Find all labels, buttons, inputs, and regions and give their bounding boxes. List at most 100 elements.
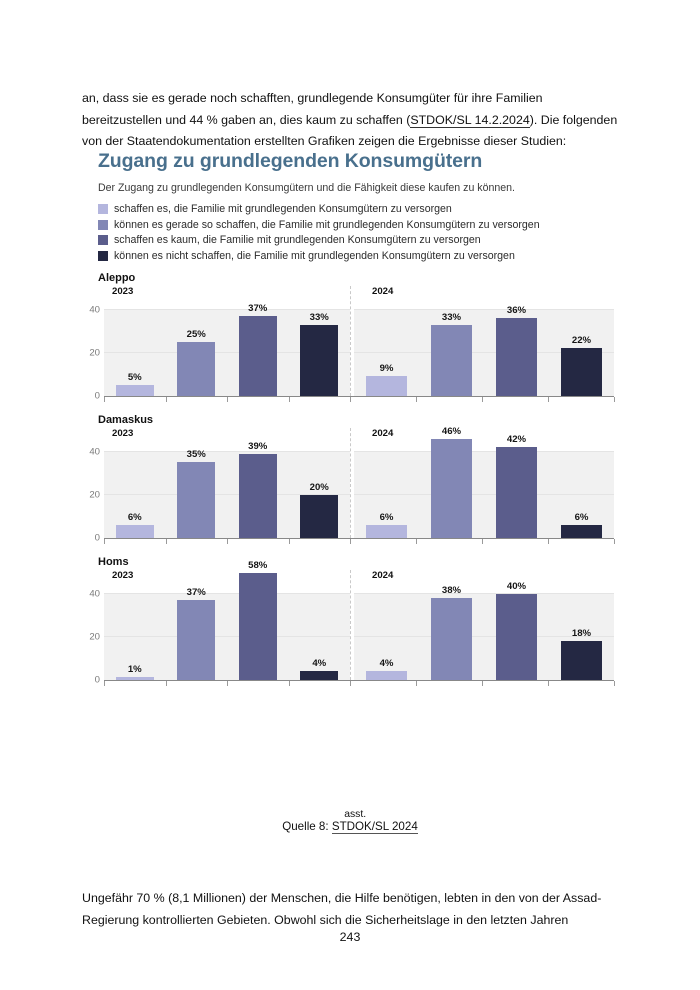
y-axis: 0 20 40 [82,446,104,543]
bar[interactable] [300,670,339,680]
bar[interactable] [115,384,154,396]
bar-slot[interactable]: 25% [166,276,228,396]
gridline [354,635,614,637]
bar[interactable] [177,599,216,680]
bar[interactable] [431,324,472,396]
bar-slot[interactable]: 42% [484,418,549,538]
caption-superscript: asst. [344,809,367,820]
y-tick-label: 20 [89,631,100,642]
bar[interactable] [561,348,602,396]
bar-slot[interactable]: 40% [484,560,549,680]
bar[interactable] [496,318,537,396]
x-tickmark [548,680,549,686]
paragraph-top-pre: an, dass sie es gerade noch schafften, g… [82,91,543,127]
y-tick-label: 0 [94,532,100,543]
x-tickmark [350,538,351,544]
bar-slot[interactable]: 22% [549,276,614,396]
citation-link-top[interactable]: STDOK/SL 14.2.2024 [410,112,530,128]
y-tick-label: 20 [89,347,100,358]
bar-slot[interactable]: 37% [227,276,289,396]
panel-year-2024: 2024 4% 38% 40% 18% [350,570,618,694]
city-label: Homs [98,555,129,568]
year-label: 2023 [112,427,134,439]
plot-area: 9% 33% 36% 22% [354,305,614,396]
bar[interactable] [177,462,216,538]
bar[interactable] [366,376,407,396]
bar-slot[interactable]: 4% [354,560,419,680]
bar-slot[interactable]: 33% [419,276,484,396]
bar-slot[interactable]: 58% [227,560,289,680]
bar-slot[interactable]: 9% [354,276,419,396]
panel-divider [350,569,351,680]
y-tick-label: 20 [89,489,100,500]
year-label: 2024 [372,569,394,581]
city-label: Damaskus [98,413,154,426]
bar-slot[interactable]: 5% [104,276,166,396]
bar[interactable] [115,677,154,680]
bar[interactable] [238,572,277,680]
bar[interactable] [366,670,407,680]
gridline [104,351,350,353]
legend-item[interactable]: können es nicht schaffen, die Familie mi… [98,250,618,262]
city-block: Homs 2023 0 20 40 1% 37% 58% 4% 2024 4% 38% 40% 18% [82,556,618,694]
bar[interactable] [431,438,472,538]
y-tick-label: 40 [89,446,100,457]
caption-source[interactable]: STDOK/SL 2024 [331,820,418,834]
bar-slot[interactable]: 6% [354,418,419,538]
plot-area: 4% 38% 40% 18% [354,581,614,680]
bar-slot[interactable]: 33% [289,276,351,396]
bar-slot[interactable]: 39% [227,418,289,538]
gridline [104,450,350,452]
bar[interactable] [431,597,472,680]
bar-slot[interactable]: 6% [549,418,614,538]
bar[interactable] [561,524,602,538]
gridline [354,493,614,495]
bar-slot[interactable]: 46% [419,418,484,538]
x-axis-ticks [104,396,351,402]
plot-area: 6% 46% 42% 6% [354,426,614,538]
bar-slot[interactable]: 35% [166,418,228,538]
x-axis-line [104,679,350,681]
y-tick-label: 40 [89,304,100,315]
bar[interactable] [238,453,277,538]
bar[interactable] [238,315,277,396]
y-axis: 0 20 40 [82,588,104,685]
page-number: 243 [339,930,361,944]
bar[interactable] [300,494,339,538]
bar[interactable] [496,447,537,538]
legend-item-label: können es gerade so schaffen, die Famili… [114,218,540,231]
plot-background [354,450,614,538]
bar-value-label: 1% [127,664,142,676]
bar-slot[interactable]: 20% [289,418,351,538]
bar-slot[interactable]: 6% [104,418,166,538]
bar[interactable] [115,524,154,538]
paragraph-top: an, dass sie es gerade noch schafften, g… [82,88,618,153]
legend-item[interactable]: schaffen es, die Familie mit grundlegend… [98,203,618,215]
city-label: Aleppo [98,271,136,284]
bar[interactable] [300,324,339,396]
legend-item[interactable]: können es gerade so schaffen, die Famili… [98,219,618,231]
bar-slot[interactable]: 37% [166,560,228,680]
x-tickmark [165,396,167,402]
bar[interactable] [177,341,216,396]
bar-value-label: 6% [574,511,589,523]
bar-slot[interactable]: 36% [484,276,549,396]
x-axis-line [104,395,350,397]
bar-slot[interactable]: 4% [289,560,351,680]
bar[interactable] [561,640,602,680]
bar-slot[interactable]: 1% [104,560,166,680]
year-label: 2023 [112,569,134,581]
bar-slot[interactable]: 38% [419,560,484,680]
bar[interactable] [496,593,537,680]
legend-item[interactable]: schaffen es kaum, die Familie mit grundl… [98,234,618,246]
bar-slot[interactable]: 18% [549,560,614,680]
x-tickmark [416,538,417,544]
bar-value-label: 33% [309,311,329,323]
paragraph-top-post: ). Die folgenden von der Staatendokument… [82,112,618,149]
x-tickmark [288,680,290,686]
bar[interactable] [366,524,407,538]
x-tickmark [227,680,228,686]
panel-year-2024: 2024 6% 46% 42% 6% [350,426,618,552]
x-tickmark [350,680,351,686]
bar-group: 9% 33% 36% 22% [354,276,614,396]
